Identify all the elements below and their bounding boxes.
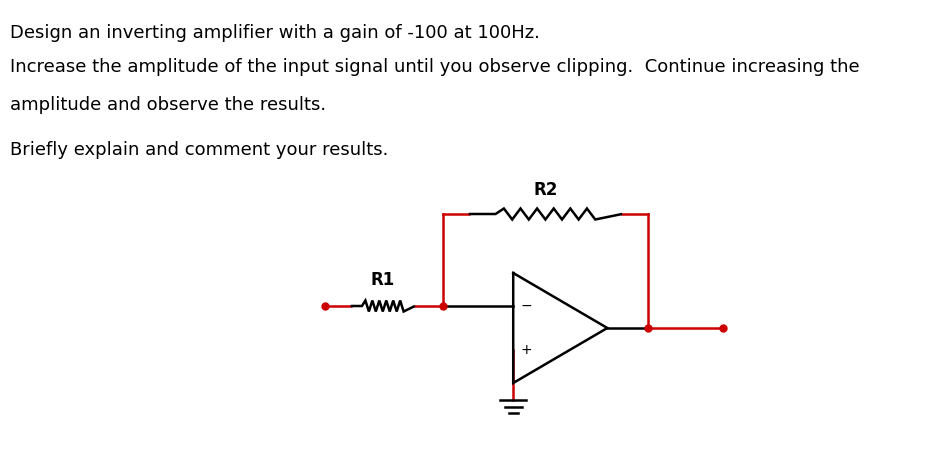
Text: +: + <box>521 343 532 357</box>
Text: Increase the amplitude of the input signal until you observe clipping.  Continue: Increase the amplitude of the input sign… <box>10 58 860 76</box>
Text: R2: R2 <box>533 181 558 199</box>
Text: Briefly explain and comment your results.: Briefly explain and comment your results… <box>10 141 389 159</box>
Text: −: − <box>521 299 532 313</box>
Text: R1: R1 <box>371 271 395 289</box>
Text: Design an inverting amplifier with a gain of -100 at 100Hz.: Design an inverting amplifier with a gai… <box>10 24 540 42</box>
Text: amplitude and observe the results.: amplitude and observe the results. <box>10 96 326 114</box>
